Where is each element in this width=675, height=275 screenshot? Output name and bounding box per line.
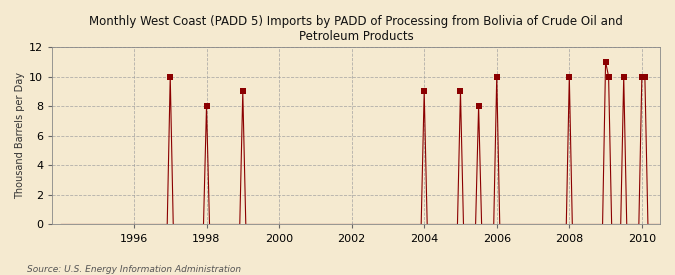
Point (637, 74, 647, 79)
Point (201, 104, 212, 108)
Point (491, 74, 502, 79)
Point (455, 89, 466, 94)
Point (603, 74, 614, 79)
Text: Source: U.S. Energy Information Administration: Source: U.S. Energy Information Administ… (27, 265, 241, 274)
Point (639, 74, 650, 79)
Point (618, 74, 629, 79)
Title: Monthly West Coast (PADD 5) Imports by PADD of Processing from Bolivia of Crude : Monthly West Coast (PADD 5) Imports by P… (89, 15, 623, 43)
Point (473, 104, 484, 108)
Point (418, 89, 429, 94)
Point (238, 89, 248, 94)
Point (564, 74, 574, 79)
Point (165, 74, 176, 79)
Y-axis label: Thousand Barrels per Day: Thousand Barrels per Day (15, 72, 25, 199)
Point (600, 60, 611, 64)
